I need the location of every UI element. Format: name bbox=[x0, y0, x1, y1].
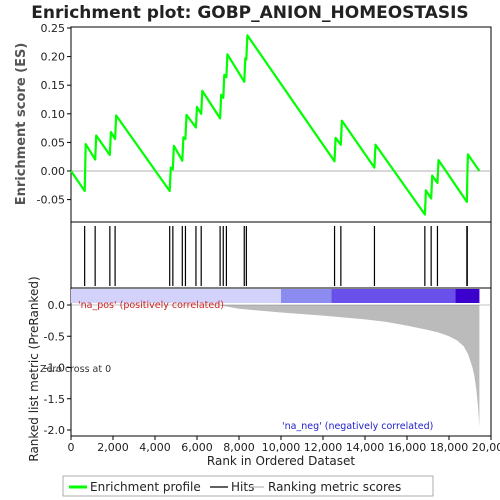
ranking-metric-area bbox=[71, 305, 480, 427]
metric-y-tick-label: -1.5 bbox=[44, 393, 65, 406]
es-y-tick-label: 0.25 bbox=[41, 22, 66, 35]
metric-y-tick-label: 0.0 bbox=[48, 299, 66, 312]
es-y-axis: -0.05 0.00 0.05 0.10 0.15 0.20 0.25 bbox=[37, 22, 71, 207]
color-bar-segment bbox=[455, 289, 480, 303]
es-y-tick-label: 0.05 bbox=[41, 136, 66, 149]
hits-panel-frame bbox=[70, 221, 492, 289]
es-y-axis-label: Enrichment score (ES) bbox=[14, 43, 29, 206]
legend-label-metric: Ranking metric scores bbox=[268, 480, 401, 494]
legend-label-enrichment: Enrichment profile bbox=[90, 480, 201, 494]
zero-cross-label: Zero cross at 0 bbox=[40, 364, 111, 375]
x-tick-label: 6,000 bbox=[181, 441, 213, 454]
negative-correlation-label: 'na_neg' (negatively correlated) bbox=[282, 421, 433, 432]
metric-y-tick-label: -0.5 bbox=[44, 330, 65, 343]
metric-y-tick-label: -2.0 bbox=[44, 424, 65, 437]
enrichment-profile-line bbox=[70, 34, 481, 216]
x-tick-label: 20,000 bbox=[472, 441, 500, 454]
hits-marks bbox=[84, 226, 468, 286]
chart-title: Enrichment plot: GOBP_ANION_HOMEOSTASIS bbox=[31, 3, 468, 23]
legend-box bbox=[62, 475, 434, 497]
positive-correlation-label: 'na_pos' (positively correlated) bbox=[78, 300, 224, 311]
metric-y-tick-label: -1.0 bbox=[44, 362, 65, 375]
metric-y-axis: -2.0 -1.5 -1.0 -0.5 0.0 bbox=[44, 299, 71, 437]
x-tick-label: 8,000 bbox=[223, 441, 255, 454]
x-tick-label: 18,000 bbox=[430, 441, 469, 454]
legend: Enrichment profile Hits Ranking metric s… bbox=[62, 475, 434, 497]
es-y-tick-label: -0.05 bbox=[37, 194, 65, 207]
x-tick-label: 14,000 bbox=[346, 441, 385, 454]
x-tick-label: 10,000 bbox=[262, 441, 301, 454]
x-tick-label: 2,000 bbox=[97, 441, 129, 454]
es-y-tick-label: 0.20 bbox=[41, 51, 66, 64]
x-tick-label: 12,000 bbox=[304, 441, 343, 454]
legend-label-hits: Hits bbox=[231, 480, 254, 494]
ranking-color-bar bbox=[71, 289, 480, 303]
x-tick-label: 4,000 bbox=[139, 441, 171, 454]
color-bar-segment bbox=[281, 289, 332, 303]
color-bar-segment bbox=[71, 289, 281, 303]
x-axis: 0 2,000 4,000 6,000 8,000 10,000 12,000 14,000 1… bbox=[68, 436, 500, 454]
es-y-tick-label: 0.10 bbox=[41, 108, 66, 121]
x-tick-label: 16,000 bbox=[388, 441, 427, 454]
metric-y-axis-label: Ranked list metric (PreRanked) bbox=[27, 276, 41, 461]
x-tick-label: 0 bbox=[68, 441, 75, 454]
x-axis-label: Rank in Ordered Dataset bbox=[207, 454, 355, 468]
es-y-tick-label: 0.00 bbox=[41, 165, 66, 178]
es-y-tick-label: 0.15 bbox=[41, 79, 66, 92]
color-bar-segment bbox=[331, 289, 456, 303]
